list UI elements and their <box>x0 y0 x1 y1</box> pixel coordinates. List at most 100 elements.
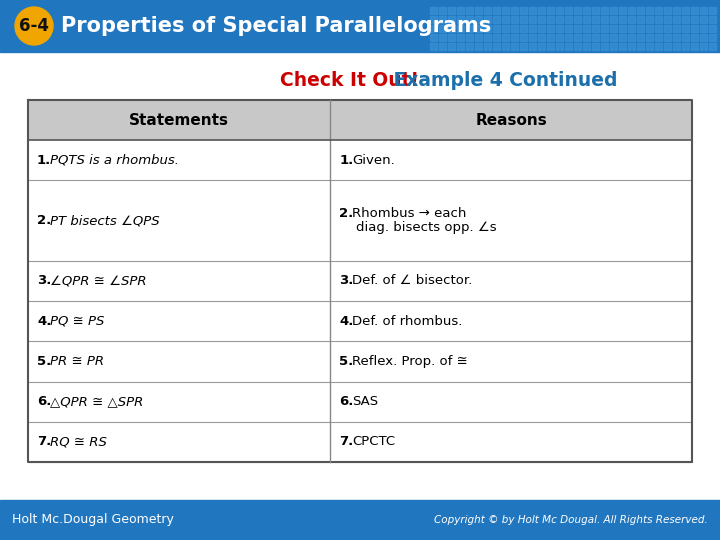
Text: Given.: Given. <box>352 154 395 167</box>
Text: PQ ≅ PS: PQ ≅ PS <box>50 315 104 328</box>
Bar <box>610 25 617 32</box>
Bar <box>484 43 491 50</box>
Text: Holt Mc.Dougal Geometry: Holt Mc.Dougal Geometry <box>12 514 174 526</box>
Bar <box>439 16 446 23</box>
Text: diag. bisects opp. ∠s: diag. bisects opp. ∠s <box>356 221 497 234</box>
Bar <box>511 16 518 23</box>
Bar <box>493 34 500 41</box>
Bar <box>655 16 662 23</box>
Bar <box>457 43 464 50</box>
Bar <box>457 25 464 32</box>
Bar <box>601 7 608 14</box>
Bar <box>547 25 554 32</box>
Bar <box>430 7 437 14</box>
Bar <box>574 16 581 23</box>
Bar <box>547 7 554 14</box>
Text: △QPR ≅ △SPR: △QPR ≅ △SPR <box>50 395 143 408</box>
Bar <box>583 43 590 50</box>
Text: PR ≅ PR: PR ≅ PR <box>50 355 104 368</box>
Bar <box>610 34 617 41</box>
Bar <box>565 7 572 14</box>
Text: 4.: 4. <box>339 315 354 328</box>
Text: 4.: 4. <box>37 315 51 328</box>
Bar <box>502 34 509 41</box>
Bar <box>439 34 446 41</box>
Bar <box>484 25 491 32</box>
Bar <box>619 7 626 14</box>
Bar <box>538 16 545 23</box>
Text: Check It Out!: Check It Out! <box>280 71 419 90</box>
Bar <box>628 25 635 32</box>
Bar <box>574 43 581 50</box>
Bar <box>646 16 653 23</box>
Bar <box>538 7 545 14</box>
Bar <box>493 7 500 14</box>
Bar <box>592 34 599 41</box>
Bar <box>529 25 536 32</box>
Bar <box>655 25 662 32</box>
Bar <box>475 43 482 50</box>
Text: PT bisects ∠QPS: PT bisects ∠QPS <box>50 214 160 227</box>
Bar <box>547 43 554 50</box>
Bar <box>637 16 644 23</box>
Bar <box>520 16 527 23</box>
Text: Def. of ∠ bisector.: Def. of ∠ bisector. <box>352 274 472 287</box>
Bar <box>475 16 482 23</box>
Bar <box>430 43 437 50</box>
Text: 3.: 3. <box>339 274 354 287</box>
Bar <box>502 7 509 14</box>
Bar <box>709 34 716 41</box>
Bar <box>0 0 720 52</box>
Bar <box>484 34 491 41</box>
Bar <box>682 43 689 50</box>
Text: PQTS is a rhombus.: PQTS is a rhombus. <box>50 154 179 167</box>
Bar <box>448 43 455 50</box>
Bar <box>682 16 689 23</box>
Bar <box>466 34 473 41</box>
Bar <box>466 43 473 50</box>
Bar <box>511 43 518 50</box>
Bar <box>430 25 437 32</box>
Bar <box>529 34 536 41</box>
Text: SAS: SAS <box>352 395 378 408</box>
Bar <box>664 7 671 14</box>
Bar <box>610 16 617 23</box>
Bar <box>664 16 671 23</box>
Bar <box>646 34 653 41</box>
Circle shape <box>15 7 53 45</box>
Text: 2.: 2. <box>339 207 354 220</box>
Text: Reasons: Reasons <box>475 113 547 127</box>
Text: ∠QPR ≅ ∠SPR: ∠QPR ≅ ∠SPR <box>50 274 147 287</box>
Bar <box>556 34 563 41</box>
Bar <box>574 7 581 14</box>
Bar <box>466 16 473 23</box>
Bar <box>529 43 536 50</box>
Bar <box>682 25 689 32</box>
Bar <box>466 7 473 14</box>
Bar <box>700 25 707 32</box>
Bar <box>700 7 707 14</box>
Bar <box>430 34 437 41</box>
Bar <box>565 25 572 32</box>
Bar <box>691 34 698 41</box>
Text: 5.: 5. <box>37 355 51 368</box>
Text: 2.: 2. <box>37 214 51 227</box>
Bar <box>619 25 626 32</box>
Bar <box>637 7 644 14</box>
Text: Statements: Statements <box>129 113 229 127</box>
Bar <box>28 100 692 140</box>
Bar <box>511 25 518 32</box>
Bar <box>664 34 671 41</box>
Bar <box>556 25 563 32</box>
Text: 5.: 5. <box>339 355 354 368</box>
Bar <box>601 34 608 41</box>
Bar <box>673 43 680 50</box>
Bar <box>682 7 689 14</box>
Bar <box>709 43 716 50</box>
Bar <box>475 7 482 14</box>
Bar <box>538 43 545 50</box>
Bar <box>700 34 707 41</box>
Bar <box>574 25 581 32</box>
Text: 6.: 6. <box>37 395 51 408</box>
Bar <box>700 43 707 50</box>
